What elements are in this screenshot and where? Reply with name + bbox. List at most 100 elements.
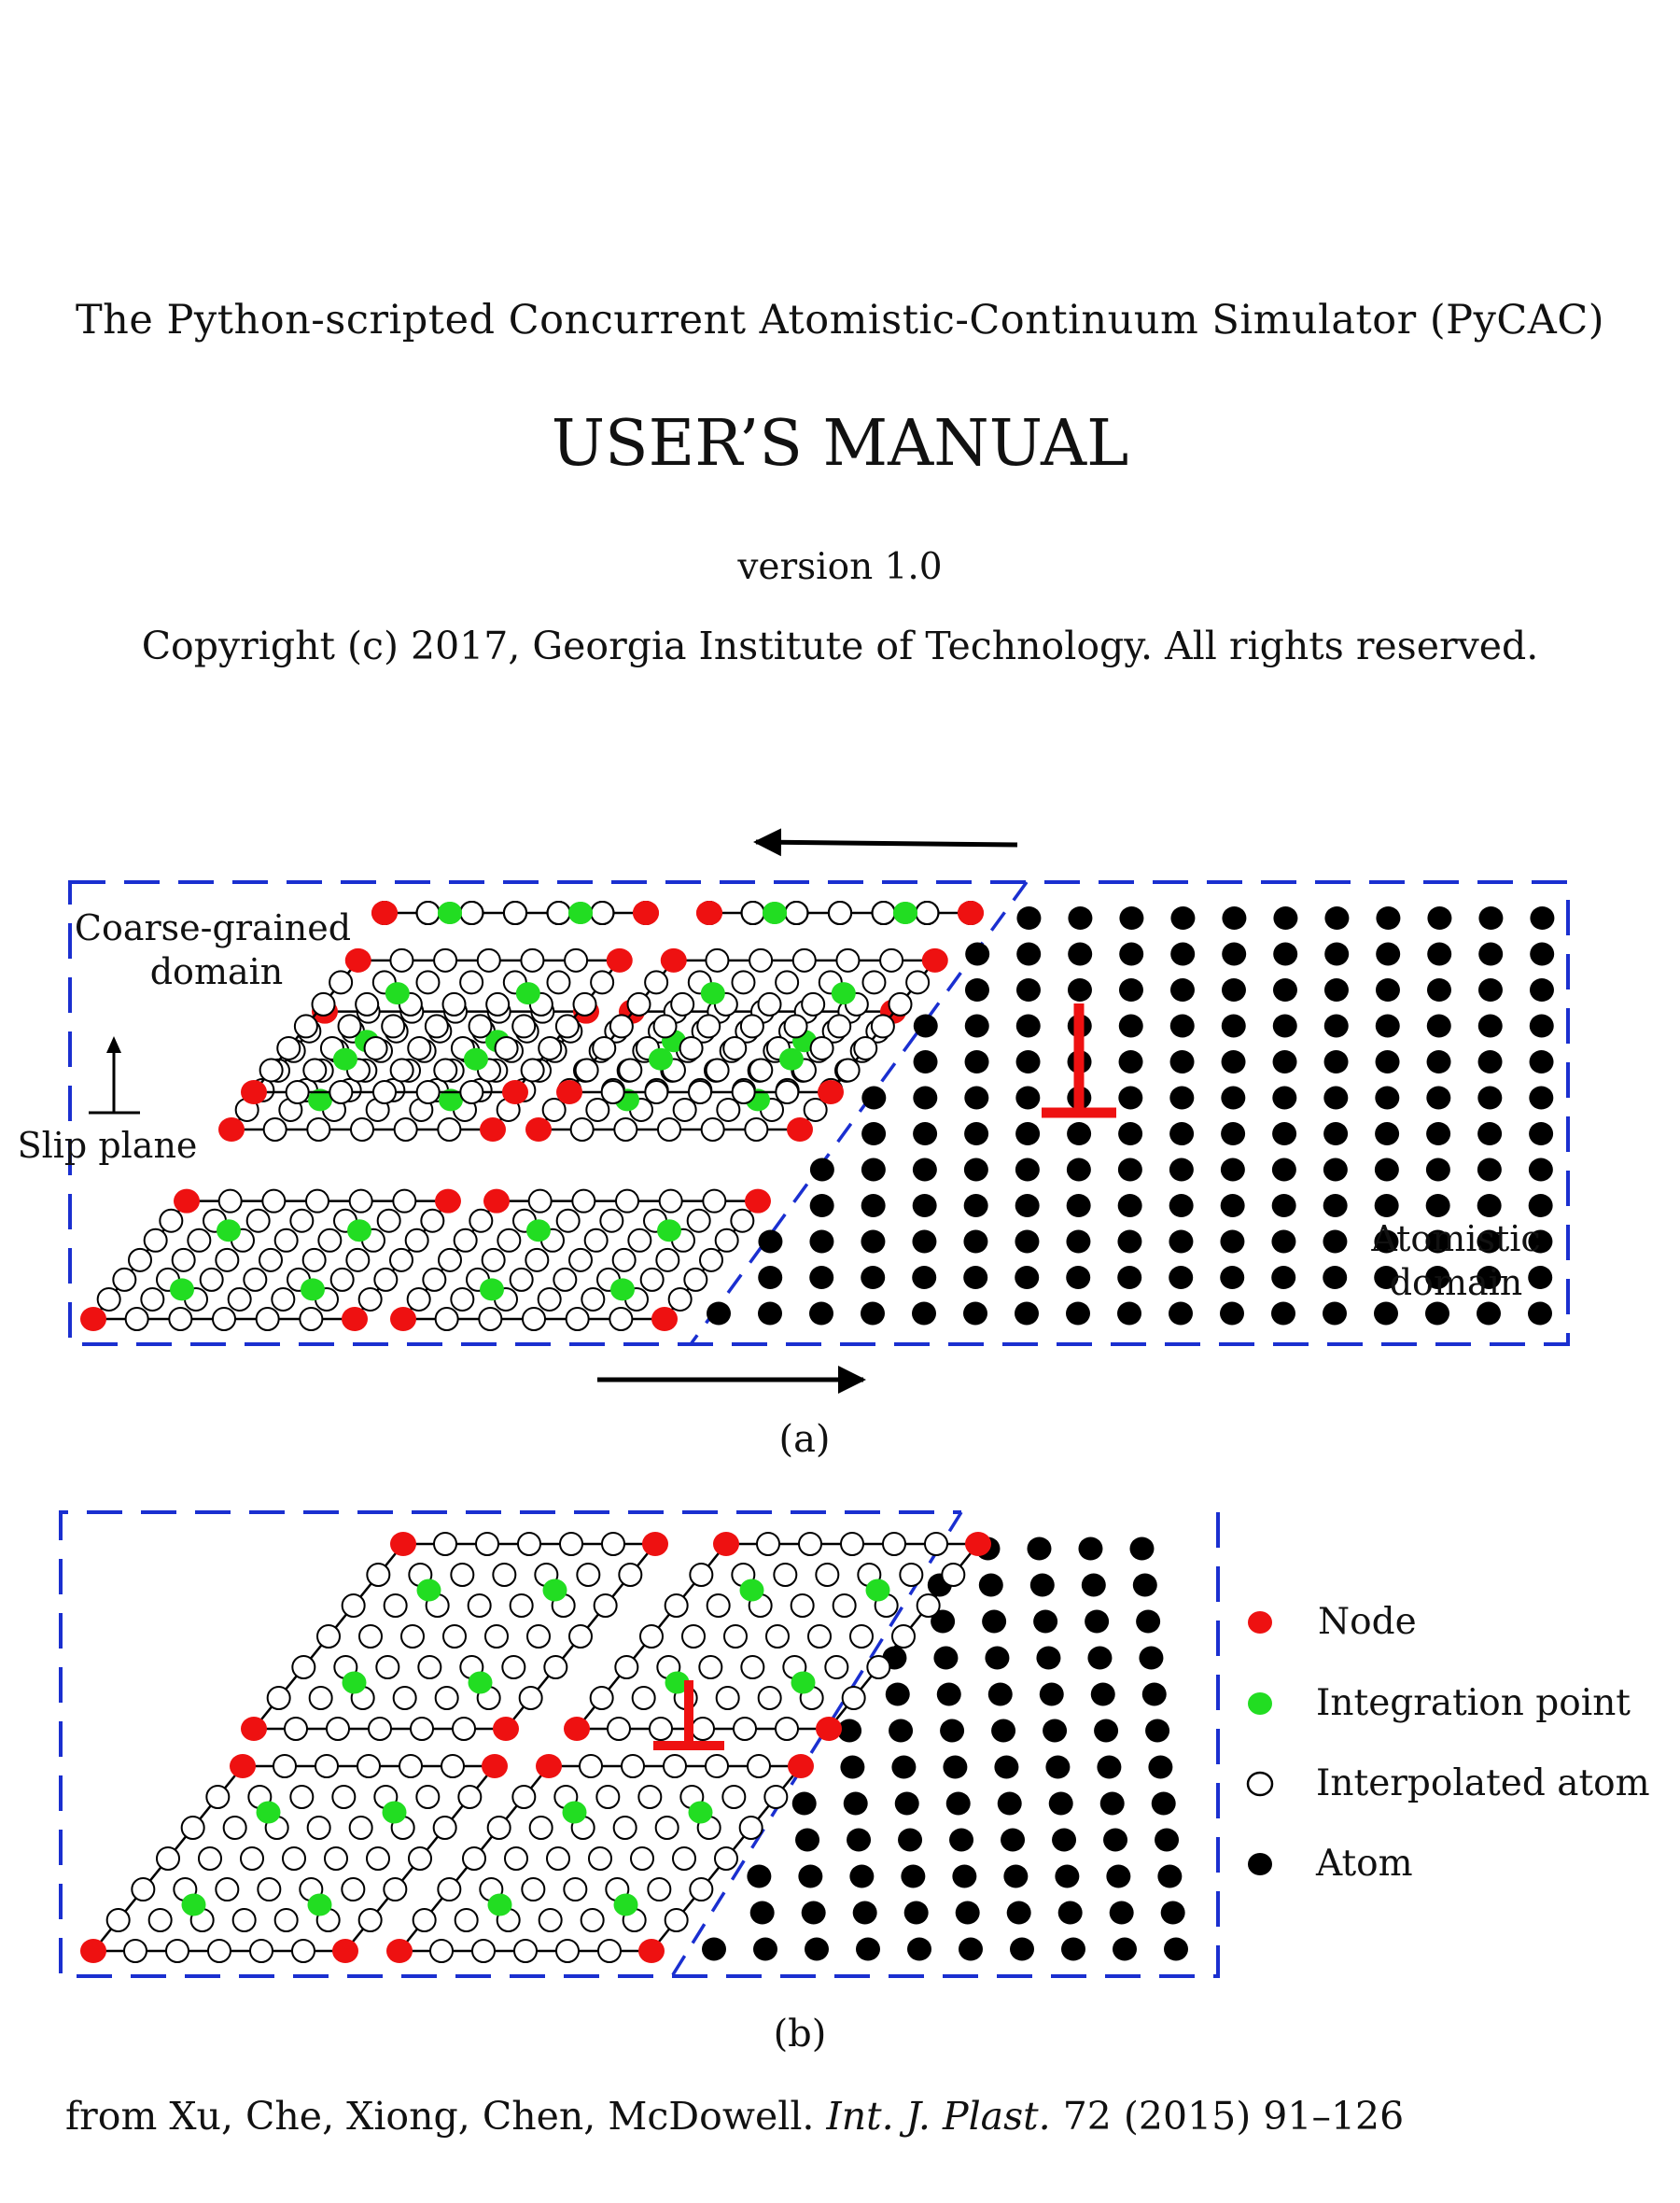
atom: [1323, 1194, 1348, 1217]
interpolated-atom: [462, 1846, 486, 1871]
interpolated-atom: [686, 1208, 711, 1233]
interpolated-atom: [276, 1035, 301, 1060]
atom: [795, 1828, 820, 1852]
atom: [1427, 906, 1452, 930]
interpolated-atom: [722, 1035, 748, 1060]
interpolated-atom: [688, 1080, 712, 1104]
interpolated-atom: [609, 1307, 634, 1331]
atom: [749, 1901, 775, 1925]
interpolated-atom: [749, 1058, 774, 1083]
atom: [1425, 1301, 1449, 1326]
interpolated-atom: [716, 1097, 741, 1122]
atom: [702, 1937, 726, 1961]
interpolated-atom: [574, 1058, 599, 1083]
atomistic-label-2: domain: [1390, 1262, 1523, 1303]
figure-citation: from Xu, Che, Xiong, Chen, McDowell. Int…: [65, 2094, 1404, 2139]
interpolated-atom: [871, 901, 896, 925]
caption-b: (b): [774, 2013, 827, 2056]
atom: [1066, 1266, 1091, 1289]
atom: [1118, 978, 1143, 1002]
node: [787, 1117, 813, 1142]
interpolated-atom: [410, 1717, 434, 1741]
atom: [964, 978, 989, 1002]
atom: [1164, 1937, 1188, 1961]
interpolated-atom: [597, 1939, 622, 1963]
atom: [1015, 1229, 1040, 1254]
interpolated-atom: [644, 1080, 669, 1104]
interpolated-atom: [579, 1754, 603, 1778]
atom: [1273, 906, 1298, 930]
interpolated-atom: [609, 1014, 634, 1039]
interpolated-atom: [621, 1754, 645, 1778]
atom: [1015, 1014, 1041, 1038]
interpolated-atom: [331, 1785, 357, 1809]
interpolated-atom: [437, 1117, 462, 1142]
interpolated-atom: [284, 1717, 308, 1741]
atom: [1001, 1828, 1026, 1852]
interpolated-atom: [467, 1593, 492, 1618]
atom: [1222, 942, 1247, 966]
atom: [1109, 1901, 1134, 1925]
interpolated-atom: [590, 970, 615, 995]
interpolated-atom: [305, 1188, 329, 1214]
interpolated-atom: [698, 1655, 723, 1679]
atom: [1477, 1229, 1502, 1254]
interpolated-atom: [614, 1655, 639, 1679]
atom: [963, 1194, 988, 1217]
integration-point: [613, 1893, 638, 1916]
atom: [912, 1194, 937, 1217]
interpolated-atom: [273, 1908, 299, 1932]
interpolated-atom: [311, 991, 336, 1017]
atom: [1085, 1609, 1110, 1634]
interpolated-atom: [568, 1624, 593, 1649]
citation-volume-pages: 72 (2015) 91–126: [1062, 2094, 1405, 2139]
atom: [1090, 1682, 1115, 1706]
interpolated-atom: [773, 1563, 798, 1587]
atom: [1029, 1573, 1055, 1597]
interpolated-atom: [744, 1117, 769, 1142]
atom: [987, 1682, 1013, 1706]
interpolated-atom: [527, 1188, 553, 1214]
atom: [1117, 1266, 1142, 1289]
interpolated-atom: [381, 1014, 406, 1039]
node: [696, 901, 722, 925]
atom: [1221, 1050, 1246, 1073]
interpolated-atom: [289, 1208, 315, 1233]
interpolated-atom: [537, 1286, 562, 1312]
interpolated-atom: [563, 1877, 588, 1901]
atom: [1136, 1609, 1161, 1634]
interpolated-atom: [555, 1208, 581, 1233]
atom: [997, 1791, 1022, 1816]
atom: [1016, 942, 1042, 966]
interpolated-atom: [459, 970, 484, 995]
atom: [1272, 1050, 1297, 1073]
atom: [1530, 942, 1555, 966]
atom: [1169, 1266, 1194, 1289]
interpolated-atom: [599, 1208, 624, 1233]
atom: [1169, 1301, 1193, 1326]
atom: [1010, 1937, 1034, 1961]
interpolated-atom: [740, 901, 765, 925]
atom: [959, 1937, 983, 1961]
interpolated-atom: [358, 1624, 383, 1649]
interpolated-atom: [289, 1785, 315, 1809]
atom: [1271, 1158, 1296, 1182]
interpolated-atom: [714, 1846, 738, 1871]
interpolated-atom: [730, 1208, 755, 1233]
integration-point: [170, 1278, 194, 1301]
node: [958, 901, 984, 925]
atom: [809, 1194, 834, 1217]
legend-label-atom: Atom: [1315, 1843, 1413, 1885]
atom: [933, 1646, 959, 1670]
interpolated-atom: [429, 1939, 454, 1963]
integration-point: [778, 1047, 804, 1071]
interpolated-atom: [866, 1655, 891, 1679]
atom: [1094, 1719, 1119, 1743]
interpolated-atom: [657, 1117, 681, 1142]
interpolated-atom: [924, 1532, 948, 1556]
node: [556, 1080, 582, 1104]
interpolated-atom: [853, 1035, 878, 1060]
atom: [1323, 1122, 1349, 1145]
interpolated-atom: [406, 1286, 431, 1312]
integration-point: [865, 1579, 890, 1602]
